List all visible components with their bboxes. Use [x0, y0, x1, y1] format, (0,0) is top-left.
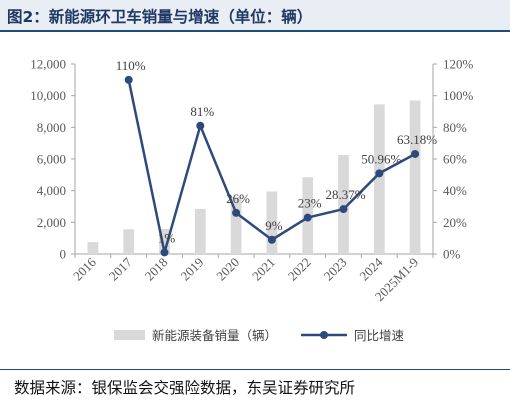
x-tick-label: 2021: [249, 255, 278, 284]
growth-point: [196, 121, 205, 130]
x-tick-label: 2017: [106, 254, 135, 283]
x-tick-label: 2018: [142, 255, 171, 284]
growth-data-label: 28.37%: [325, 187, 365, 202]
y-left-tick-label: 0: [60, 247, 67, 262]
growth-data-label: 1%: [158, 230, 176, 245]
y-left-tick-label: 8,000: [37, 120, 66, 135]
bar: [266, 191, 278, 254]
x-tick-label: 2020: [213, 255, 242, 284]
x-tick-label: 2022: [285, 255, 314, 284]
growth-data-label: 50.96%: [361, 151, 401, 166]
chart-title: 图2：新能源环卫车销量与增速（单位：辆）: [7, 8, 313, 26]
x-tick-label: 2024: [356, 254, 385, 283]
bar: [194, 208, 206, 254]
growth-data-label: 81%: [190, 104, 214, 119]
y-right-tick-label: 120%: [443, 57, 474, 72]
legend-bar-swatch: [114, 330, 145, 340]
bar: [159, 228, 170, 254]
growth-point: [124, 75, 133, 84]
title-bar: 图2：新能源环卫车销量与增速（单位：辆）: [0, 0, 510, 32]
growth-point: [303, 213, 312, 222]
x-tick-label: 2016: [70, 254, 99, 283]
y-left-tick-label: 10,000: [30, 88, 66, 103]
y-right-tick-label: 80%: [443, 120, 467, 135]
source-note: 数据来源：银保监会交强险数据，东吴证券研究所: [14, 379, 356, 397]
growth-point: [411, 149, 420, 158]
legend-bar-label: 新能源装备销量（辆）: [152, 328, 277, 343]
y-left-tick-label: 6,000: [37, 152, 66, 167]
x-tick-label: 2019: [177, 255, 206, 284]
bar: [123, 229, 135, 254]
y-right-tick-label: 20%: [443, 215, 467, 230]
growth-data-label: 23%: [298, 196, 322, 211]
source-divider: [0, 369, 510, 370]
bar: [373, 104, 385, 254]
legend-line-label: 同比增速: [354, 328, 405, 343]
growth-point: [267, 235, 276, 244]
chart: 0 2,000 4,000 6,000 8,000 10,000 12,000 0% 20% 40…: [30, 57, 474, 344]
bar: [338, 155, 349, 254]
bar: [87, 242, 99, 254]
growth-data-label: 110%: [116, 58, 146, 73]
growth-data-label: 63.18%: [397, 132, 437, 147]
y-right-tick-label: 0%: [443, 247, 461, 262]
legend-line-marker: [320, 331, 328, 339]
y-left-tick-label: 4,000: [37, 183, 66, 198]
growth-data-label: 9%: [265, 218, 283, 233]
x-tick-label: 2023: [321, 255, 350, 284]
growth-point: [160, 248, 169, 257]
growth-data-label: 26%: [226, 191, 250, 206]
y-right-tick-label: 100%: [443, 88, 474, 103]
growth-point: [339, 205, 348, 214]
bar: [230, 197, 242, 254]
bar: [409, 100, 421, 255]
y-right-tick-label: 40%: [443, 183, 467, 198]
growth-point: [375, 169, 384, 178]
y-left-tick-label: 2,000: [37, 215, 66, 230]
growth-point: [232, 208, 241, 217]
y-left-tick-label: 12,000: [30, 57, 66, 72]
y-right-tick-label: 60%: [443, 152, 467, 167]
